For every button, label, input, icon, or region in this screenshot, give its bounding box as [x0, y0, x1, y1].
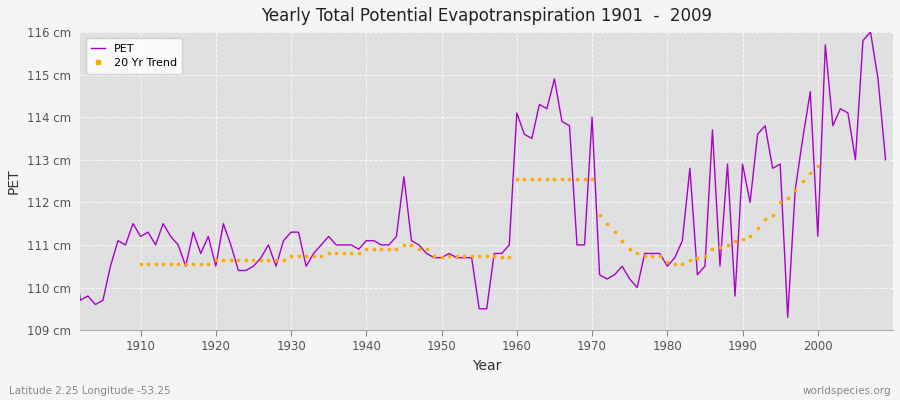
PET — [68, 242, 78, 247]
20 Yr Trend — [218, 258, 229, 262]
20 Yr Trend — [308, 253, 319, 258]
20 Yr Trend — [135, 262, 146, 266]
PET — [338, 242, 349, 247]
20 Yr Trend — [790, 187, 801, 192]
Text: Latitude 2.25 Longitude -53.25: Latitude 2.25 Longitude -53.25 — [9, 386, 171, 396]
Text: worldspecies.org: worldspecies.org — [803, 386, 891, 396]
Y-axis label: PET: PET — [7, 168, 21, 194]
X-axis label: Year: Year — [472, 359, 501, 373]
Line: PET: PET — [73, 32, 886, 317]
20 Yr Trend — [707, 247, 718, 252]
PET — [865, 30, 876, 34]
PET — [293, 230, 304, 234]
Legend: PET, 20 Yr Trend: PET, 20 Yr Trend — [86, 38, 183, 74]
PET — [880, 157, 891, 162]
PET — [504, 242, 515, 247]
20 Yr Trend — [797, 179, 808, 184]
PET — [511, 110, 522, 115]
PET — [602, 276, 613, 281]
Title: Yearly Total Potential Evapotranspiration 1901  -  2009: Yearly Total Potential Evapotranspiratio… — [261, 7, 712, 25]
20 Yr Trend — [293, 253, 304, 258]
20 Yr Trend — [813, 164, 824, 168]
PET — [782, 315, 793, 320]
Line: 20 Yr Trend: 20 Yr Trend — [140, 165, 819, 266]
PET — [128, 221, 139, 226]
